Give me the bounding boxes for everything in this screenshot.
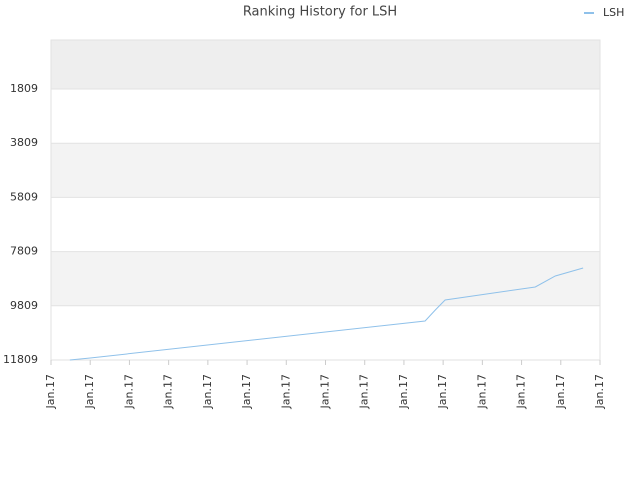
line — [69, 267, 584, 361]
x-tick-label: Jan.17 — [319, 374, 332, 409]
x-tick-label: Jan.17 — [240, 374, 253, 409]
x-tick-label: Jan.17 — [475, 374, 488, 409]
y-tick-label: 11809 — [3, 353, 38, 366]
y-tick-label: 7809 — [10, 245, 38, 258]
x-tick-label: Jan.17 — [436, 374, 449, 409]
plot-band — [51, 143, 600, 198]
plot-band — [51, 251, 600, 306]
x-tick-label: Jan.17 — [122, 374, 135, 409]
x-tick-label: Jan.17 — [279, 374, 292, 409]
y-tick-label: 5809 — [10, 190, 38, 203]
x-tick-label: Jan.17 — [554, 374, 567, 409]
x-tick-label: Jan.17 — [162, 374, 175, 409]
y-tick-label: 9809 — [10, 299, 38, 312]
x-tick-label: Jan.17 — [44, 374, 57, 409]
y-tick-label: 3809 — [10, 136, 38, 149]
plot-band — [51, 40, 600, 89]
chart-title: Ranking History for LSH — [243, 5, 397, 20]
x-tick-label: Jan.17 — [397, 374, 410, 409]
x-tick-label: Jan.17 — [83, 374, 96, 409]
x-tick-label: Jan.17 — [515, 374, 528, 409]
x-tick-label: Jan.17 — [201, 374, 214, 409]
x-tick-label: Jan.17 — [358, 374, 371, 409]
x-tick-label: Jan.17 — [593, 374, 606, 409]
legend-label: LSH — [603, 6, 624, 19]
y-tick-label: 1809 — [10, 82, 38, 95]
